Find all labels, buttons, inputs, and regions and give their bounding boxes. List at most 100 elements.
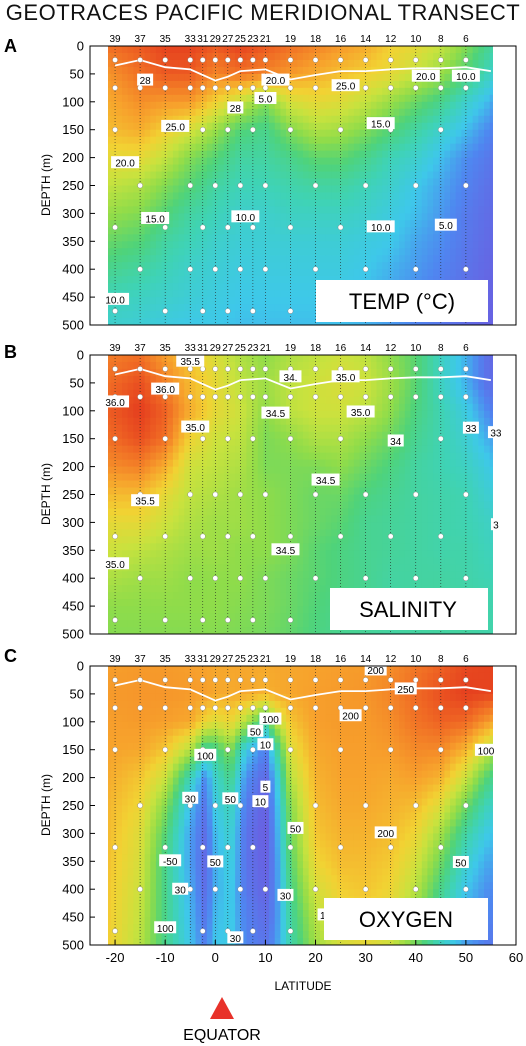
heatmap-cell: [455, 515, 462, 523]
heatmap-cell: [399, 389, 406, 398]
heatmap-cell: [348, 480, 355, 489]
heatmap-cell: [342, 59, 349, 68]
heatmap-cell: [297, 213, 304, 221]
heatmap-cell: [484, 213, 491, 221]
heatmap-cell: [308, 403, 315, 412]
heatmap-cell: [444, 206, 451, 214]
heatmap-cell: [167, 262, 174, 270]
heatmap-cell: [297, 262, 304, 270]
heatmap-cell: [342, 136, 349, 145]
heatmap-cell: [387, 143, 395, 152]
heatmap-cell: [127, 389, 134, 398]
heatmap-cell: [444, 522, 451, 530]
heatmap-cell: [116, 515, 123, 523]
heatmap-cell: [472, 515, 479, 523]
heatmap-cell: [184, 543, 191, 551]
heatmap-cell: [438, 136, 446, 145]
heatmap-cell: [467, 276, 474, 284]
heatmap-cell: [455, 262, 462, 270]
heatmap-cell: [416, 220, 423, 228]
heatmap-cell: [240, 501, 248, 510]
heatmap-cell: [116, 192, 123, 201]
heatmap-cell: [133, 101, 140, 110]
heatmap-cell: [252, 87, 259, 96]
heatmap-cell: [212, 164, 219, 173]
heatmap-cell: [478, 501, 485, 510]
contour-label: 20.0: [115, 159, 135, 170]
heatmap-cell: [235, 59, 242, 68]
heatmap-cell: [291, 115, 298, 124]
heatmap-cell: [172, 318, 180, 325]
heatmap-cell: [269, 46, 276, 54]
heatmap-cell: [370, 480, 378, 489]
heatmap-cell: [365, 417, 372, 426]
heatmap-cell: [359, 269, 366, 277]
heatmap-cell: [138, 410, 146, 419]
heatmap-cell: [116, 87, 123, 96]
heatmap-cell: [308, 550, 315, 558]
heatmap-cell: [416, 543, 423, 551]
heatmap-cell: [421, 213, 429, 221]
heatmap-cell: [433, 403, 440, 412]
heatmap-cell: [155, 290, 163, 298]
heatmap-cell: [325, 192, 332, 201]
heatmap-cell: [189, 248, 197, 256]
heatmap-cell: [201, 234, 208, 242]
heatmap-cell: [484, 269, 491, 277]
heatmap-cell: [218, 94, 225, 103]
heatmap-cell: [257, 382, 265, 391]
heatmap-cell: [387, 262, 395, 270]
heatmap-cell: [257, 543, 265, 551]
contour-label: 5.0: [439, 221, 453, 232]
heatmap-cell: [450, 178, 457, 187]
heatmap-cell: [461, 522, 468, 530]
heatmap-cell: [155, 297, 163, 305]
heatmap-cell: [108, 192, 112, 201]
y-tick-label: 500: [62, 318, 84, 333]
heatmap-cell: [257, 241, 265, 249]
heatmap-cell: [365, 529, 372, 537]
heatmap-cell: [263, 178, 270, 187]
heatmap-cell: [359, 473, 366, 482]
heatmap-cell: [393, 522, 400, 530]
heatmap-cell: [167, 94, 174, 103]
heatmap-cell: [325, 115, 332, 124]
heatmap-cell: [297, 220, 304, 228]
heatmap-cell: [108, 508, 112, 517]
heatmap-cell: [286, 171, 293, 180]
heatmap-cell: [342, 494, 349, 503]
heatmap-cell: [195, 199, 202, 208]
heatmap-cell: [280, 269, 287, 277]
heatmap-cell: [240, 129, 248, 138]
heatmap-cell: [297, 438, 304, 447]
heatmap-cell: [450, 143, 457, 152]
heatmap-cell: [370, 473, 378, 482]
heatmap-cell: [342, 466, 349, 475]
heatmap-cell: [116, 276, 123, 284]
heatmap-cell: [319, 52, 327, 61]
heatmap-cell: [348, 157, 355, 166]
heatmap-cell: [116, 466, 123, 475]
heatmap-cell: [257, 515, 265, 523]
heatmap-cell: [144, 550, 151, 558]
heatmap-cell: [353, 143, 361, 152]
heatmap-cell: [478, 87, 485, 96]
heatmap-cell: [467, 150, 474, 159]
heatmap-cell: [336, 164, 344, 173]
heatmap-cell: [399, 255, 406, 263]
heatmap-cell: [269, 361, 276, 370]
heatmap-cell: [342, 424, 349, 433]
heatmap-cell: [495, 411, 501, 419]
heatmap-cell: [478, 199, 485, 208]
heatmap-cell: [427, 59, 434, 68]
heatmap-cell: [201, 206, 208, 214]
heatmap-cell: [444, 276, 451, 284]
heatmap-cell: [342, 501, 349, 510]
heatmap-cell: [416, 445, 423, 454]
heatmap-cell: [444, 213, 451, 221]
heatmap-cell: [478, 66, 485, 75]
heatmap-cell: [155, 220, 163, 228]
heatmap-cell: [399, 276, 406, 284]
heatmap-cell: [110, 515, 117, 523]
